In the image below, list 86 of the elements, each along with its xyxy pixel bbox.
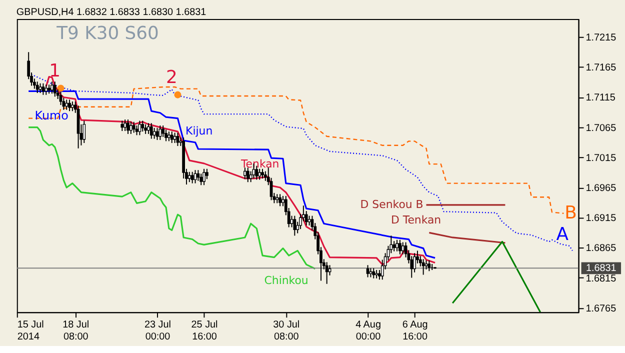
y-tick-label: 1.6765 — [586, 303, 617, 314]
candlestick — [152, 127, 156, 140]
series-label: A — [556, 224, 570, 245]
line-series — [28, 126, 316, 270]
candlestick — [50, 81, 54, 94]
candlestick — [246, 167, 250, 183]
candlestick — [138, 120, 142, 136]
y-tick-label: 1.6965 — [586, 182, 617, 194]
candlestick — [244, 167, 246, 180]
y-tick-label: 1.7215 — [586, 32, 617, 44]
y-tick-label: 1.6865 — [586, 243, 617, 254]
candlestick — [396, 239, 398, 252]
candlestick — [258, 168, 262, 180]
y-tick-label: 1.6815 — [586, 273, 617, 284]
candlestick — [276, 194, 279, 204]
series-label: Kijun — [186, 124, 213, 138]
series-label: D Senkou B — [360, 198, 424, 211]
y-tick-label: 1.6915 — [586, 213, 617, 224]
candlestick — [428, 260, 431, 272]
candlestick — [59, 91, 62, 106]
candlestick — [264, 170, 267, 182]
y-tick-label: 1.7015 — [586, 152, 617, 164]
series-label: D Tenkan — [391, 214, 442, 227]
candlestick — [65, 99, 68, 110]
candlestick — [132, 121, 136, 134]
x-tick-label: 18 Jul 08:00 — [62, 320, 90, 342]
candlestick — [162, 125, 165, 138]
candlestick — [164, 129, 168, 142]
annotation: 1 — [49, 60, 60, 82]
candlestick — [53, 81, 56, 98]
annotation: Kumo — [34, 108, 68, 122]
candlestick — [378, 269, 381, 280]
candlestick — [290, 215, 294, 228]
annotation: 2 — [166, 66, 178, 88]
candlestick — [82, 120, 86, 144]
candlestick — [120, 120, 124, 132]
candlestick — [126, 119, 130, 134]
ref-line-label: 1.6831 — [586, 263, 617, 274]
candlestick — [196, 170, 200, 182]
candlestick — [278, 194, 282, 207]
candlestick — [202, 168, 206, 186]
x-tick-label: 23 Jul 00:00 — [144, 320, 171, 342]
candlestick — [369, 268, 372, 278]
candlestick — [158, 125, 162, 140]
candlestick — [188, 171, 191, 183]
x-tick-label: 25 Jul 16:00 — [191, 320, 218, 342]
x-tick-label: 15 Jul 2014 — [17, 320, 44, 342]
candlestick — [293, 215, 296, 236]
candlestick — [141, 120, 144, 132]
series-label: Tenkan — [240, 158, 280, 171]
candlestick — [206, 168, 208, 180]
candlestick — [170, 131, 174, 144]
line-series — [28, 86, 564, 214]
y-tick-label: 1.7065 — [586, 122, 617, 134]
candlestick — [129, 121, 132, 134]
series-label: Chinkou — [264, 274, 308, 288]
candlestick — [144, 124, 147, 134]
candlestick — [44, 84, 48, 96]
candlestick — [71, 100, 74, 112]
candlestick — [190, 171, 194, 184]
x-tick-label: 4 Aug 00:00 — [356, 320, 382, 342]
candlestick — [372, 268, 376, 279]
candlestick — [398, 239, 402, 255]
x-tick-label: 30 Jul 08:00 — [273, 320, 300, 342]
candlestick — [124, 119, 127, 132]
candlestick — [36, 81, 39, 94]
candlestick — [401, 242, 404, 255]
y-tick-label: 1.7165 — [586, 62, 617, 74]
candlestick — [424, 260, 428, 270]
candlestick — [48, 84, 50, 94]
candlestick — [42, 82, 45, 96]
chart-title: GBPUSD,H4 1.6832 1.6833 1.6830 1.6831 — [16, 7, 207, 18]
candlestick — [68, 99, 71, 112]
x-tick-label: 6 Aug 16:00 — [402, 320, 428, 342]
candlestick — [325, 262, 328, 284]
candlestick — [422, 258, 425, 276]
candlestick — [147, 122, 150, 134]
candlestick — [392, 240, 396, 252]
candlestick — [261, 168, 264, 179]
candlestick — [150, 122, 153, 140]
candlestick — [167, 131, 170, 142]
candlestick — [200, 173, 203, 186]
candlestick — [38, 82, 42, 94]
annotation: T9 K30 S60 — [56, 22, 159, 44]
y-tick-label: 1.7115 — [586, 92, 616, 104]
series-label: B — [564, 202, 577, 224]
